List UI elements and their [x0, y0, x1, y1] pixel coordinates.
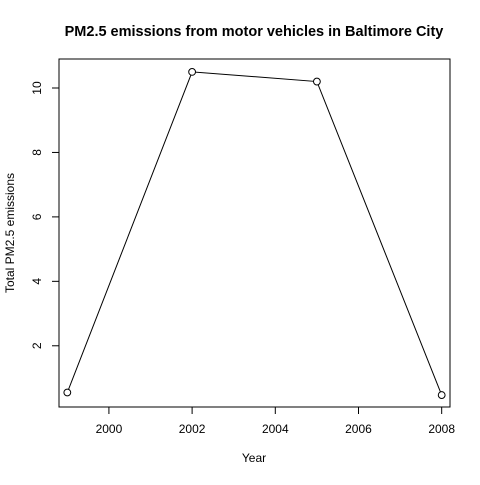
data-point-marker	[312, 77, 321, 86]
y-axis: 2 4 6 8 10	[30, 81, 60, 349]
x-tick-label: 2000	[96, 422, 123, 436]
x-tick-label: 2008	[428, 422, 455, 436]
y-tick-label: 10	[30, 81, 44, 95]
chart-title: PM2.5 emissions from motor vehicles in B…	[65, 24, 444, 40]
y-tick-label: 8	[30, 149, 44, 156]
y-tick-label: 2	[30, 342, 44, 349]
data-point-marker	[188, 67, 197, 76]
y-tick-label: 6	[30, 213, 44, 220]
x-axis: 2000 2002 2004 2006 2008	[96, 406, 455, 436]
x-axis-label: Year	[242, 451, 266, 465]
x-tick-label: 2006	[345, 422, 372, 436]
x-tick-label: 2002	[179, 422, 206, 436]
series-line	[66, 71, 443, 396]
x-tick-label: 2004	[262, 422, 289, 436]
data-point-marker	[63, 388, 72, 397]
data-point-marker	[437, 391, 446, 399]
y-tick-label: 4	[30, 278, 44, 285]
series-layer	[63, 67, 446, 399]
plot-area-frame	[58, 58, 451, 408]
y-axis-label: Total PM2.5 emissions	[3, 173, 17, 293]
